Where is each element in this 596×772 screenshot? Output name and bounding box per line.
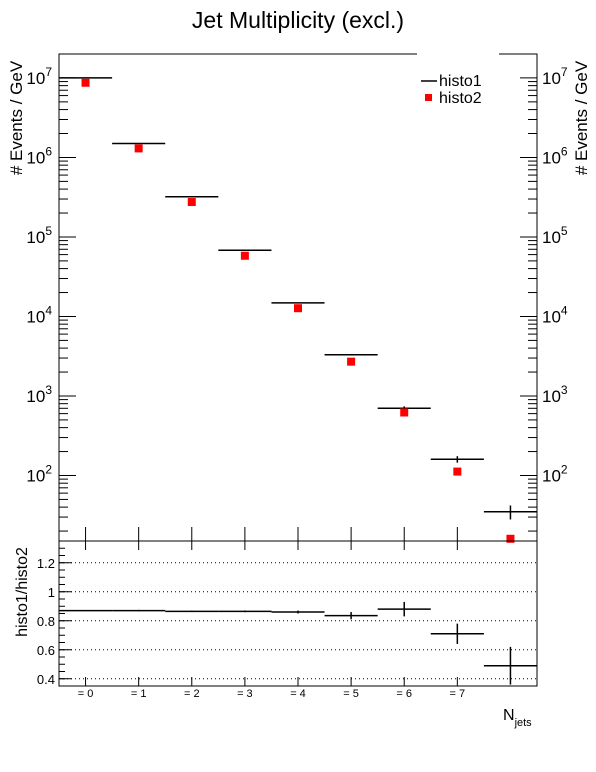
- y-tick-label-left-exp: 4: [45, 303, 52, 317]
- x-axis-label-base: N: [503, 707, 515, 724]
- y-tick-label-left-exp: 5: [45, 224, 52, 238]
- y-tick-label-left-base: 10: [26, 466, 45, 485]
- x-tick-label: = 3: [237, 688, 253, 700]
- y-tick-label-right-exp: 3: [561, 383, 568, 397]
- histo2-marker: [134, 144, 143, 153]
- x-axis-label: Njets: [503, 707, 532, 729]
- x-tick-label: = 4: [290, 688, 306, 700]
- y-tick-label-right-exp: 4: [561, 303, 568, 317]
- ratio-panel: histo1/histo2 0.4 0.6 0.8 1 1.2 = 0 = 1 = 2 = 3 =…: [14, 540, 538, 729]
- y-tick-label-left-exp: 2: [45, 462, 52, 476]
- chart-title: Jet Multiplicity (excl.): [192, 7, 404, 33]
- x-tick-label: = 6: [396, 688, 412, 700]
- y-tick-label-left-base: 10: [26, 148, 45, 167]
- legend: histo1 histo2: [421, 73, 482, 107]
- ratio-y-tick-label: 0.6: [37, 643, 55, 658]
- histo2-marker: [453, 467, 462, 476]
- ratio-marks: [59, 601, 537, 685]
- y-tick-label-left: 106: [26, 144, 52, 167]
- top-marks: [59, 77, 537, 543]
- y-tick-label-right-base: 10: [542, 307, 561, 326]
- histo2-marker: [240, 251, 249, 260]
- ratio-y-tick-label: 1: [48, 585, 55, 600]
- x-tick-label: = 1: [131, 688, 147, 700]
- ratio-y-tick-label: 0.4: [37, 672, 55, 687]
- y-axis-label-right: # Events / GeV: [572, 60, 591, 175]
- ratio-y-tick-label: 1.2: [37, 556, 55, 571]
- histo2-marker: [347, 357, 356, 366]
- y-tick-label-right-base: 10: [542, 228, 561, 247]
- x-tick-label: = 5: [343, 688, 359, 700]
- y-tick-label-right: 103: [542, 383, 568, 406]
- histo2-marker: [294, 304, 302, 313]
- y-tick-label-left: 105: [26, 224, 52, 247]
- x-axis-label-sub: jets: [514, 717, 533, 729]
- y-tick-label-right-base: 10: [542, 387, 561, 406]
- x-tick-label: = 2: [184, 688, 200, 700]
- y-tick-label-left: 102: [26, 462, 52, 485]
- y-tick-label-right: 105: [542, 224, 568, 247]
- y-tick-label-left-exp: 3: [45, 383, 52, 397]
- y-tick-label-left-exp: 6: [45, 144, 52, 158]
- y-tick-label-right-exp: 5: [561, 224, 568, 238]
- x-tick-label: = 0: [78, 688, 94, 700]
- y-tick-label-right-base: 10: [542, 148, 561, 167]
- y-tick-label-left-base: 10: [26, 69, 45, 88]
- ratio-axes: 0.4 0.6 0.8 1 1.2 = 0 = 1 = 2 = 3 = 4 = 5 = 6 = 7: [37, 541, 537, 700]
- y-tick-label-left-base: 10: [26, 307, 45, 326]
- legend-histo1-label: histo1: [439, 73, 482, 90]
- histo2-marker: [506, 534, 515, 543]
- y-tick-label-left-base: 10: [26, 387, 45, 406]
- legend-histo2-marker: [425, 94, 432, 101]
- y-tick-label-left-exp: 7: [45, 65, 52, 79]
- top-panel-frame: [58, 53, 538, 542]
- x-tick-label: = 7: [450, 688, 466, 700]
- y-tick-label-right: 106: [542, 144, 568, 167]
- legend-histo2-label: histo2: [439, 90, 482, 107]
- histo2-marker: [400, 408, 409, 417]
- y-axis-label-left: # Events / GeV: [7, 60, 26, 175]
- y-tick-label-left: 104: [26, 303, 52, 326]
- y-tick-label-right-exp: 6: [561, 144, 568, 158]
- y-tick-label-right-exp: 7: [561, 65, 568, 79]
- ratio-y-axis-label: histo1/histo2: [14, 547, 31, 637]
- y-tick-label-left: 107: [26, 65, 52, 88]
- y-tick-label-right: 102: [542, 462, 568, 485]
- y-tick-label-right-base: 10: [542, 466, 561, 485]
- y-tick-label-left-base: 10: [26, 228, 45, 247]
- y-tick-label-right-exp: 2: [561, 462, 568, 476]
- histo2-marker: [187, 198, 196, 207]
- ratio-y-tick-label: 0.8: [37, 614, 55, 629]
- y-tick-label-right: 104: [542, 303, 568, 326]
- histo2-marker: [81, 78, 90, 87]
- y-tick-label-left: 103: [26, 383, 52, 406]
- y-tick-label-right: 107: [542, 65, 568, 88]
- y-tick-label-right-base: 10: [542, 69, 561, 88]
